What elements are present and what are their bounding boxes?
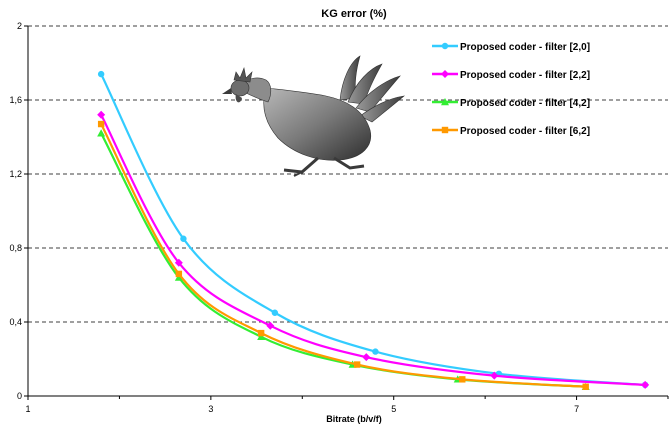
x-axis-label: Bitrate (b/v/f)	[326, 414, 382, 424]
legend-marker	[441, 70, 449, 78]
data-point	[362, 353, 371, 362]
y-tick-label: 0	[17, 391, 22, 401]
legend-item: Proposed coder - filter [2,0]	[432, 42, 590, 53]
y-tick-label: 1,2	[9, 169, 22, 179]
legend: Proposed coder - filter [2,0] Proposed co…	[432, 42, 590, 137]
y-tick-labels: 0 0,4 0,8 1,2 1,6 2	[9, 21, 28, 401]
chart-title: KG error (%)	[321, 8, 387, 20]
series-line	[100, 123, 586, 388]
data-point	[174, 273, 183, 281]
legend-item: Proposed coder - filter [4,2]	[432, 98, 590, 109]
x-tick-labels: 1 3 5 7	[25, 396, 669, 414]
grid-lines	[28, 25, 668, 323]
data-point	[174, 258, 183, 267]
data-point	[180, 235, 187, 242]
legend-marker	[441, 42, 449, 50]
y-tick-label: 0,4	[9, 317, 22, 327]
legend-label: Proposed coder - filter [4,2]	[460, 98, 590, 109]
x-tick-label: 5	[391, 404, 396, 414]
series-1	[97, 110, 650, 389]
legend-label: Proposed coder - filter [6,2]	[460, 126, 590, 137]
y-tick-label: 2	[17, 21, 22, 31]
data-point	[97, 129, 106, 137]
data-point	[490, 371, 499, 380]
data-point	[266, 321, 275, 330]
y-tick-label: 1,6	[9, 95, 22, 105]
x-tick-label: 7	[574, 404, 579, 414]
data-point	[641, 380, 650, 389]
data-point	[271, 309, 279, 316]
data-point	[97, 120, 105, 128]
x-tick-label: 1	[25, 404, 30, 414]
data-point	[97, 70, 105, 78]
legend-label: Proposed coder - filter [2,2]	[460, 70, 590, 81]
legend-item: Proposed coder - filter [2,2]	[432, 70, 590, 81]
data-point	[175, 270, 183, 278]
data-point	[257, 329, 265, 337]
data-point	[353, 361, 361, 368]
legend-item: Proposed coder - filter [6,2]	[432, 126, 590, 137]
y-tick-label: 0,8	[9, 243, 22, 253]
series-line	[100, 73, 646, 386]
legend-label: Proposed coder - filter [2,0]	[460, 42, 590, 53]
data-point	[97, 110, 106, 119]
data-point	[582, 383, 589, 390]
series-3	[97, 120, 589, 390]
legend-marker	[441, 98, 449, 106]
legend-marker	[441, 126, 449, 134]
series-line	[100, 114, 646, 386]
series-group	[97, 70, 650, 390]
data-point	[459, 376, 466, 383]
data-point	[372, 348, 379, 355]
rooster-illustration	[222, 55, 406, 177]
data-point	[257, 332, 266, 340]
x-tick-label: 3	[208, 404, 213, 414]
